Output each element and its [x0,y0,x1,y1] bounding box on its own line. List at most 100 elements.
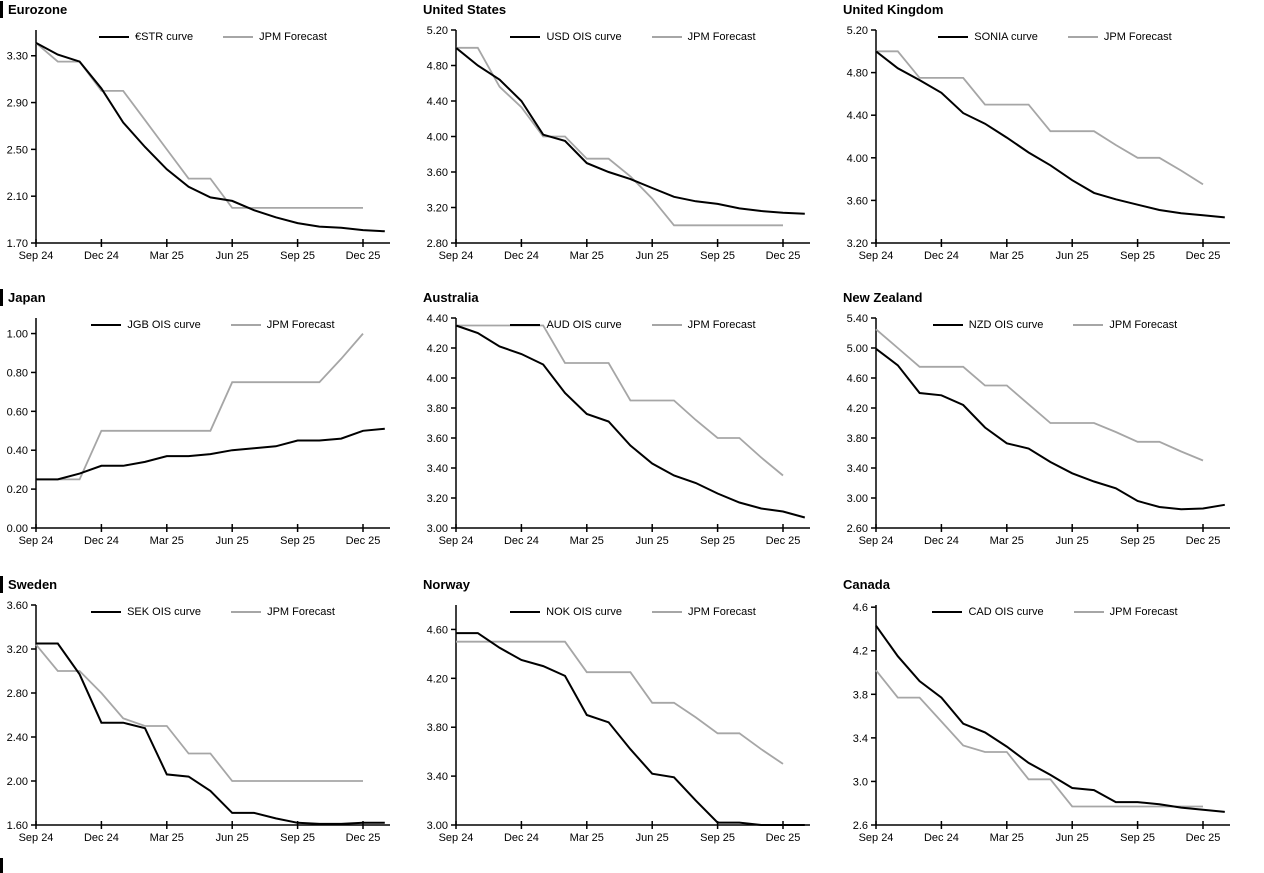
jpm-forecast-swatch-icon [230,324,261,326]
x-tick-label: Mar 25 [570,535,604,547]
y-tick-label: 1.60 [7,820,28,832]
x-tick-label: Sep 24 [439,250,474,262]
y-tick-label: 3.40 [847,463,868,475]
ois-curve-swatch-icon [91,324,122,326]
chart-legend: JGB OIS curve JPM Forecast [36,319,390,331]
x-tick-label: Sep 24 [19,832,54,844]
legend-label: JPM Forecast [259,31,327,43]
ois-curve-line [875,625,1225,813]
chart-canvas: 0.00 0.20 0.40 0.60 0.80 1.00 Sep 24 Dec 24 Mar … [7,318,390,547]
chart-title-japan: Japan [0,289,46,306]
y-tick-label: 4.60 [427,624,448,636]
ois-curve-swatch-icon [510,611,541,613]
axes [871,317,1230,532]
x-tick-label: Dec 25 [766,250,801,262]
ois-curve-swatch-icon [510,324,541,326]
y-tick-label: 3.80 [427,722,448,734]
x-tick-label: Dec 24 [924,535,959,547]
y-tick-label: 4.40 [427,96,448,108]
legend-label: JPM Forecast [1103,31,1172,43]
chart-title-new-zealand: New Zealand [843,290,923,305]
x-tick-label: Mar 25 [150,832,184,844]
legend-label: AUD OIS curve [546,319,622,331]
y-tick-label: 3.20 [847,238,868,250]
x-tick-label: Sep 25 [280,535,315,547]
x-tick-label: Jun 25 [216,250,249,262]
legend-entry-jpm-forecast: JPM Forecast [1067,31,1172,43]
legend-entry-ois-curve: SONIA curve [938,31,1038,43]
y-tick-label: 0.80 [7,367,28,379]
y-tick-label: 4.00 [427,132,448,144]
y-tick-label: 5.00 [847,343,868,355]
y-tick-label: 3.60 [427,433,448,445]
chart-canvas: 1.70 2.10 2.50 2.90 3.30 Sep 24 Dec 24 Mar 25 Ju… [7,30,390,262]
x-tick-label: Jun 25 [216,832,249,844]
legend-label: €STR curve [135,31,194,43]
x-tick-label: Jun 25 [1056,535,1089,547]
y-tick-label: 2.60 [847,523,868,535]
ois-curve-swatch-icon [938,36,969,38]
axis-labels: 0.00 0.20 0.40 0.60 0.80 1.00 Sep 24 Dec 24 Mar … [7,329,381,547]
y-tick-label: 4.20 [427,673,448,685]
ois-curve-line [875,348,1225,511]
y-tick-label: 2.00 [7,776,28,788]
ois-curve-line [36,642,385,825]
x-tick-label: Mar 25 [990,250,1024,262]
axes [31,604,390,829]
jpm-forecast-line [456,46,783,227]
jpm-forecast-swatch-icon [223,36,254,38]
ois-curve-swatch-icon [510,36,541,38]
legend-label: JPM Forecast [266,319,335,331]
legend-label: USD OIS curve [546,31,622,43]
legend-label: NOK OIS curve [546,606,622,618]
legend-entry-ois-curve: JGB OIS curve [91,319,201,331]
legend-entry-ois-curve: €STR curve [99,31,193,43]
x-tick-label: Mar 25 [150,535,184,547]
legend-entry-jpm-forecast: JPM Forecast [223,31,327,43]
jpm-forecast-line [35,644,363,782]
y-tick-label: 3.0 [853,776,868,788]
legend-entry-ois-curve: NZD OIS curve [932,319,1043,331]
ois-curve-line [35,42,385,233]
y-tick-label: 3.8 [853,689,868,701]
legend-entry-jpm-forecast: JPM Forecast [1073,606,1178,618]
legend-label: JPM Forecast [1109,606,1178,618]
legend-label: JPM Forecast [687,319,756,331]
x-tick-label: Dec 25 [1186,832,1221,844]
jpm-forecast-swatch-icon [651,324,682,326]
y-tick-label: 0.40 [7,445,28,457]
chart-canvas: 2.60 3.00 3.40 3.80 4.20 4.60 5.00 5.40 Sep 24 De… [847,313,1230,547]
jpm-forecast-line [875,669,1203,808]
legend-entry-ois-curve: NOK OIS curve [510,606,622,618]
x-tick-label: Dec 24 [504,250,539,262]
ois-curve-line [455,47,805,215]
chart-panel-new-zealand: New Zealand NZD OIS curve JPM Forecast 2.… [840,288,1264,575]
jpm-forecast-swatch-icon [231,611,262,613]
x-tick-label: Sep 25 [1120,832,1155,844]
y-tick-label: 2.90 [7,98,28,110]
legend-entry-jpm-forecast: JPM Forecast [230,319,335,331]
legend-entry-ois-curve: AUD OIS curve [510,319,622,331]
y-tick-label: 4.40 [847,110,868,122]
x-tick-label: Mar 25 [570,832,604,844]
y-tick-label: 4.6 [853,602,868,614]
chart-title-sweden: Sweden [0,576,57,593]
ois-curve-swatch-icon [91,611,122,613]
x-tick-label: Sep 24 [859,535,894,547]
y-tick-label: 0.60 [7,406,28,418]
x-tick-label: Dec 25 [346,535,381,547]
chart-title-united-kingdom: United Kingdom [843,2,944,17]
chart-panel-united-kingdom: United Kingdom SONIA curve JPM Forecast 3… [840,0,1264,288]
y-tick-label: 3.00 [427,523,448,535]
chart-canvas: 3.20 3.60 4.00 4.40 4.80 5.20 Sep 24 Dec 24 Mar … [847,25,1230,262]
y-tick-label: 5.20 [427,25,448,37]
x-tick-label: Sep 25 [1120,535,1155,547]
y-tick-label: 2.50 [7,144,28,156]
x-tick-label: Jun 25 [1056,250,1089,262]
legend-label: JPM Forecast [1109,319,1178,331]
y-tick-label: 3.20 [7,644,28,656]
legend-label: JPM Forecast [687,606,756,618]
x-tick-label: Sep 24 [859,832,894,844]
